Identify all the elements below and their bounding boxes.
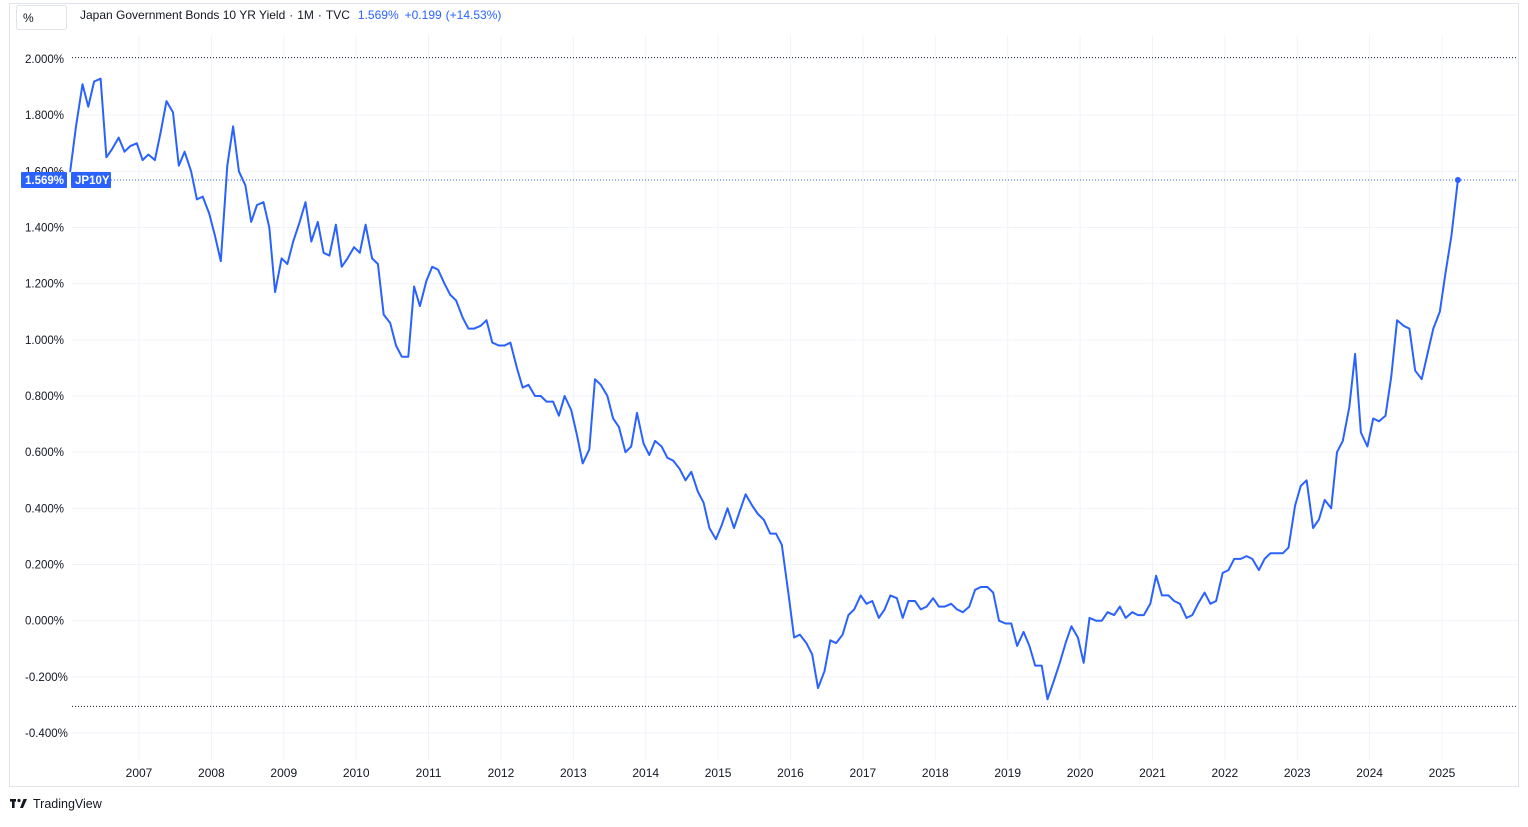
y-tick-label: 1.400% <box>25 223 64 235</box>
y-tick-label: 0.400% <box>25 503 64 515</box>
header-separator: · <box>289 8 293 22</box>
brand-name: TradingView <box>33 797 103 811</box>
x-tick-label: 2013 <box>560 766 587 780</box>
x-tick-label: 2011 <box>416 766 442 780</box>
change-percent: (+14.53%) <box>446 8 502 22</box>
last-point-marker[interactable] <box>1454 177 1461 184</box>
change-value: +0.199 <box>405 8 442 22</box>
x-tick-label: 2016 <box>777 766 804 780</box>
x-tick-label: 2024 <box>1356 766 1383 780</box>
y-tick-label: 1.000% <box>25 335 64 347</box>
unit-selector[interactable] <box>16 5 67 30</box>
x-tick-label: 2017 <box>850 766 877 780</box>
price-tag-value-bg <box>21 172 67 189</box>
price-tag-value: 1.569% <box>25 175 64 187</box>
x-tick-label: 2019 <box>994 766 1021 780</box>
reference-lines <box>72 57 1518 707</box>
x-tick-label: 2008 <box>198 766 225 780</box>
x-tick-label: 2007 <box>126 766 153 780</box>
interval-label[interactable]: 1M <box>297 8 314 22</box>
x-tick-label: 2018 <box>922 766 949 780</box>
x-tick-label: 2015 <box>705 766 732 780</box>
y-axis-ticks: -0.400% -0.200% 0.000% 0.200% 0.400% 0.600% 0.… <box>25 54 68 740</box>
x-tick-label: 2009 <box>270 766 297 780</box>
price-tag-symbol: JP10Y <box>75 175 110 187</box>
last-value: 1.569% <box>358 8 399 22</box>
x-tick-label: 2014 <box>632 766 659 780</box>
y-tick-label: -0.200% <box>25 672 68 684</box>
tradingview-logo-icon <box>10 798 27 808</box>
branding[interactable]: TradingView <box>10 797 103 811</box>
y-tick-label: 1.800% <box>25 110 64 122</box>
y-tick-label: 2.000% <box>25 54 64 66</box>
source-label: TVC <box>326 8 350 22</box>
x-tick-label: 2020 <box>1067 766 1094 780</box>
chart-frame <box>9 3 1519 787</box>
x-tick-label: 2023 <box>1284 766 1311 780</box>
series-line-jp10y[interactable] <box>69 77 1459 701</box>
y-tick-label: 0.000% <box>25 616 64 628</box>
x-tick-label: 2010 <box>343 766 370 780</box>
price-tag[interactable]: 1.569% JP10Y <box>21 172 111 189</box>
x-tick-label: 2022 <box>1211 766 1238 780</box>
x-tick-label: 2012 <box>488 766 515 780</box>
x-tick-label: 2025 <box>1429 766 1456 780</box>
chart-title: Japan Government Bonds 10 YR Yield <box>80 8 285 22</box>
y-tick-label: 0.800% <box>25 391 64 403</box>
y-tick-label: 1.200% <box>25 279 64 291</box>
vertical-gridlines <box>138 35 1443 760</box>
header-separator: · <box>318 8 322 22</box>
y-tick-label: -0.400% <box>25 728 68 740</box>
horizontal-gridlines <box>72 58 1518 734</box>
x-tick-label: 2021 <box>1139 766 1166 780</box>
x-axis-ticks: 2007 2008 2009 2010 2011 2012 2013 2014 2015 2016… <box>126 766 1456 780</box>
y-tick-label: 0.200% <box>25 560 64 572</box>
chart-header: % Japan Government Bonds 10 YR Yield · 1… <box>16 5 502 30</box>
y-tick-label: 0.600% <box>25 447 64 459</box>
price-tag-symbol-bg <box>71 172 111 189</box>
unit-label: % <box>23 11 34 25</box>
